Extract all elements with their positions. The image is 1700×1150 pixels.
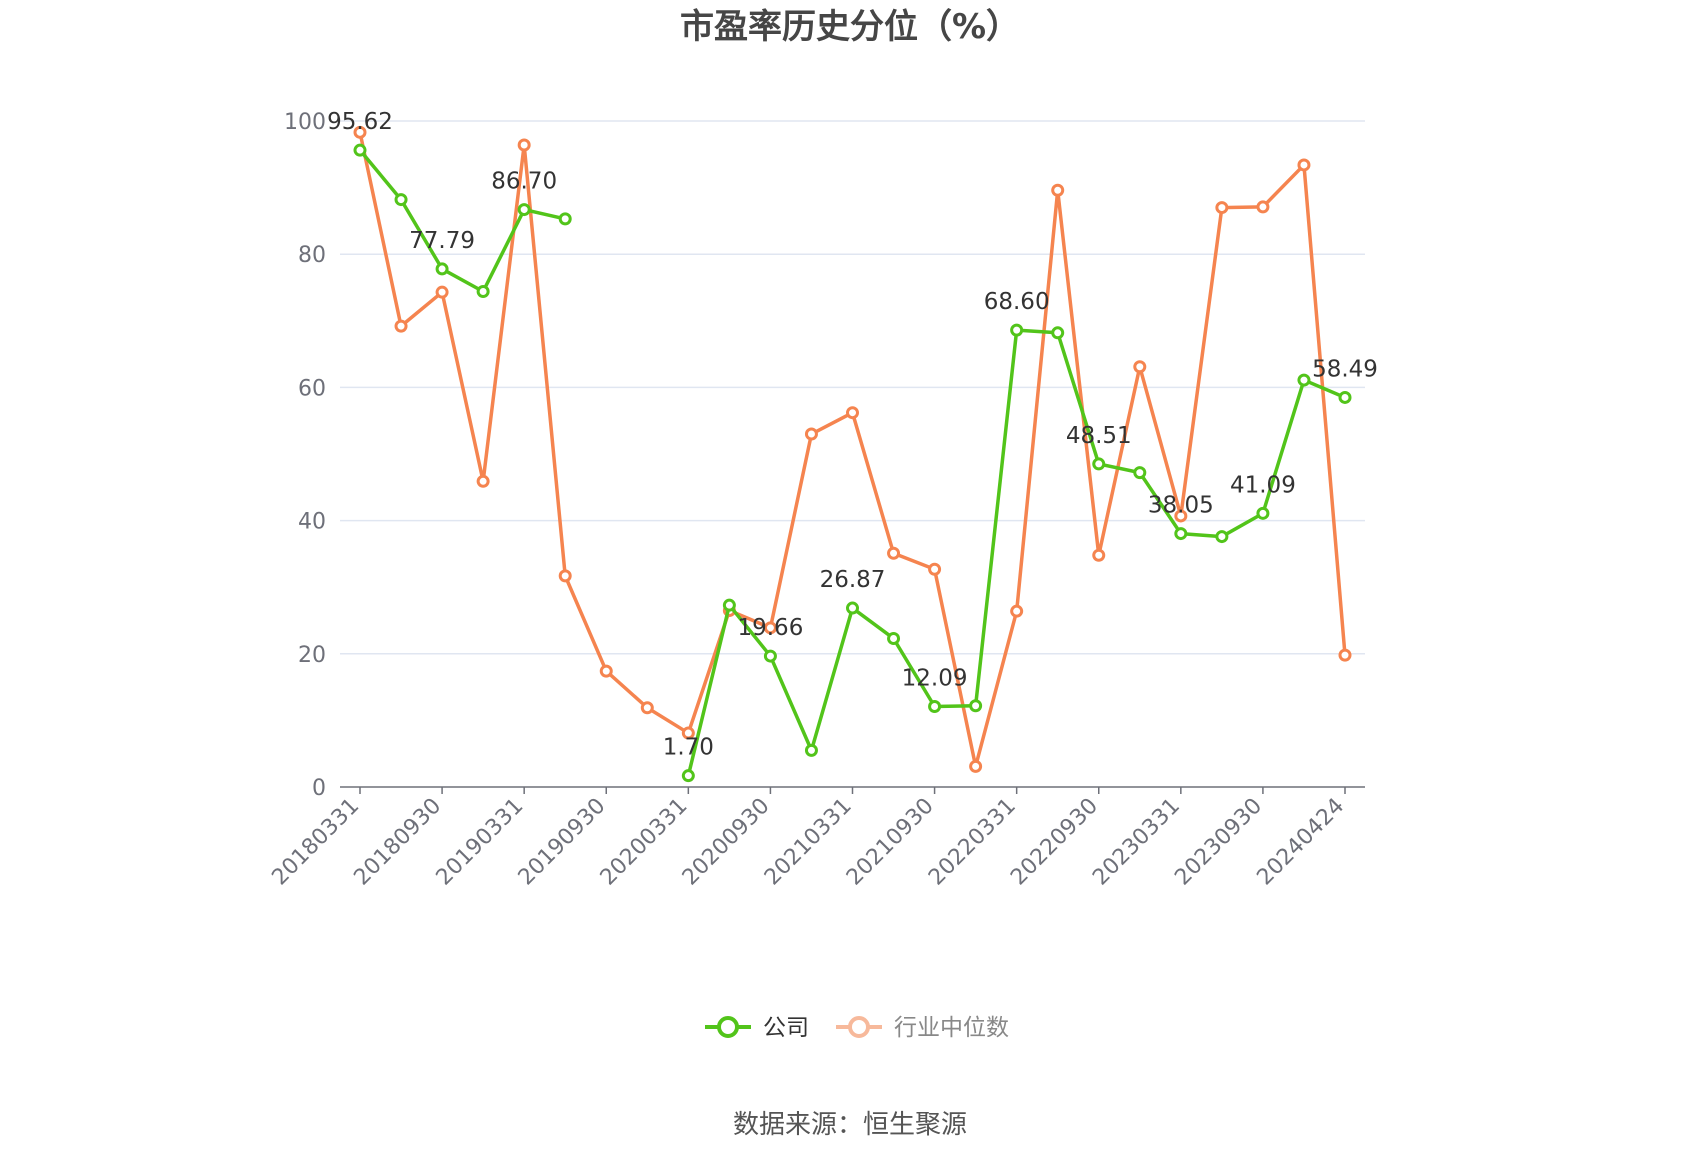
data-point[interactable] xyxy=(681,726,695,740)
chart-title: 市盈率历史分位（%） xyxy=(680,7,1020,47)
data-point[interactable] xyxy=(969,759,983,773)
x-tick-label: 20190331 xyxy=(432,794,529,891)
data-point[interactable] xyxy=(887,631,901,645)
data-labels: 95.62 77.79 86.70 1.70 19.66 26.87 12.09 68.60 4… xyxy=(327,109,1378,761)
data-point[interactable] xyxy=(517,138,531,152)
data-label: 95.62 xyxy=(327,109,393,135)
x-tick-label: 20220930 xyxy=(1006,794,1103,891)
data-point[interactable] xyxy=(928,562,942,576)
series-1 xyxy=(353,125,1352,773)
x-axis: 2018033120180930201903312019093020200331… xyxy=(267,786,1365,891)
data-point[interactable] xyxy=(353,125,367,139)
data-point[interactable] xyxy=(928,699,942,713)
data-label: 77.79 xyxy=(409,228,475,254)
legend[interactable]: 公司 行业中位数 xyxy=(705,1015,1009,1041)
data-point[interactable] xyxy=(887,546,901,560)
data-point[interactable] xyxy=(640,701,654,715)
data-label: 1.70 xyxy=(663,735,714,761)
y-tick-label: 60 xyxy=(298,376,326,401)
legend-label-company: 公司 xyxy=(763,1015,809,1041)
data-point[interactable] xyxy=(394,193,408,207)
data-point[interactable] xyxy=(394,319,408,333)
data-point[interactable] xyxy=(1133,360,1147,374)
data-point[interactable] xyxy=(353,143,367,157)
y-axis: 0 20 40 60 80 100 xyxy=(284,110,326,801)
x-tick-label: 20190930 xyxy=(514,794,611,891)
data-label: 68.60 xyxy=(984,289,1050,315)
series-group xyxy=(353,125,1352,783)
x-tick-label: 20180930 xyxy=(349,794,446,891)
x-tick-label: 20200331 xyxy=(596,794,693,891)
data-point[interactable] xyxy=(435,285,449,299)
data-point[interactable] xyxy=(1256,200,1270,214)
data-point[interactable] xyxy=(1338,390,1352,404)
data-point[interactable] xyxy=(969,699,983,713)
data-label: 86.70 xyxy=(491,169,557,195)
data-point[interactable] xyxy=(1215,201,1229,215)
data-point[interactable] xyxy=(804,427,818,441)
data-point[interactable] xyxy=(763,621,777,635)
data-point[interactable] xyxy=(763,649,777,663)
x-tick-label: 20210331 xyxy=(760,794,857,891)
data-label: 38.05 xyxy=(1148,493,1214,519)
series-0 xyxy=(353,143,1352,783)
x-tick-label: 20200930 xyxy=(678,794,775,891)
legend-item-company[interactable]: 公司 xyxy=(705,1015,809,1041)
data-point[interactable] xyxy=(804,743,818,757)
data-point[interactable] xyxy=(1010,323,1024,337)
data-point[interactable] xyxy=(1133,466,1147,480)
data-label: 41.09 xyxy=(1230,472,1296,498)
legend-label-industry: 行业中位数 xyxy=(894,1015,1009,1041)
data-point[interactable] xyxy=(1338,648,1352,662)
legend-marker-industry xyxy=(848,1016,870,1038)
x-tick-label: 20220331 xyxy=(924,794,1021,891)
data-point[interactable] xyxy=(1174,509,1188,523)
data-label: 48.51 xyxy=(1066,423,1132,449)
x-tick-label: 20230930 xyxy=(1170,794,1267,891)
y-tick-label: 100 xyxy=(284,110,326,135)
y-tick-label: 40 xyxy=(298,510,326,535)
data-point[interactable] xyxy=(1297,158,1311,172)
data-label: 12.09 xyxy=(902,665,968,691)
data-label: 26.87 xyxy=(820,567,886,593)
source-note: 数据来源：恒生聚源 xyxy=(733,1110,967,1140)
legend-marker-company xyxy=(717,1016,739,1038)
legend-item-industry[interactable]: 行业中位数 xyxy=(836,1015,1009,1041)
data-point[interactable] xyxy=(435,262,449,276)
data-point[interactable] xyxy=(681,769,695,783)
data-point[interactable] xyxy=(558,212,572,226)
data-point[interactable] xyxy=(722,598,736,612)
data-point[interactable] xyxy=(846,406,859,420)
y-tick-label: 80 xyxy=(298,243,326,268)
x-tick-label: 20230331 xyxy=(1088,794,1185,891)
data-label: 19.66 xyxy=(737,615,803,641)
data-point[interactable] xyxy=(476,474,490,488)
y-tick-label: 20 xyxy=(298,643,326,668)
x-tick-label: 20240424 xyxy=(1252,794,1349,891)
data-point[interactable] xyxy=(846,601,859,615)
data-point[interactable] xyxy=(1256,506,1270,520)
x-tick-label: 20180331 xyxy=(267,794,364,891)
data-point[interactable] xyxy=(558,569,572,583)
data-point[interactable] xyxy=(1215,530,1229,544)
data-point[interactable] xyxy=(1092,457,1106,471)
y-tick-label: 0 xyxy=(312,776,326,801)
data-point[interactable] xyxy=(599,664,613,678)
data-point[interactable] xyxy=(1051,183,1065,197)
data-label: 58.49 xyxy=(1312,356,1378,382)
data-point[interactable] xyxy=(476,284,490,298)
series-line xyxy=(358,149,566,294)
x-tick-label: 20210930 xyxy=(842,794,939,891)
data-point[interactable] xyxy=(1092,548,1106,562)
data-point[interactable] xyxy=(1010,604,1024,618)
data-point[interactable] xyxy=(517,203,531,217)
data-point[interactable] xyxy=(1051,326,1065,340)
data-point[interactable] xyxy=(1174,527,1188,541)
series-line xyxy=(358,131,1347,769)
data-point[interactable] xyxy=(1297,373,1311,387)
